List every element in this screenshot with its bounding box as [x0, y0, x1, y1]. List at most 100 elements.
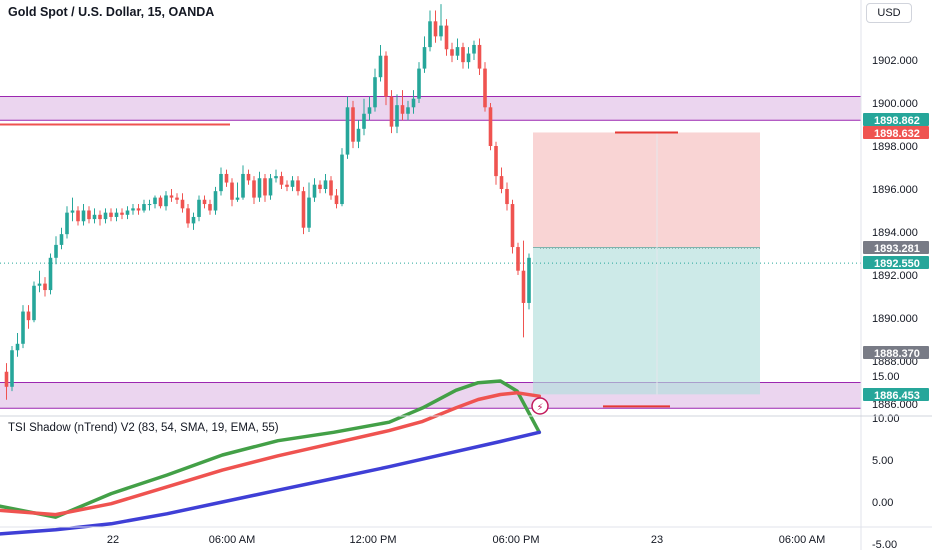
- time-tick-label: 23: [651, 534, 663, 546]
- candle-body: [257, 178, 262, 198]
- candle-body: [136, 208, 141, 211]
- price-label-text: 1893.281: [874, 243, 920, 255]
- candle: [268, 173, 273, 200]
- time-tick-label: 06:00 AM: [209, 534, 255, 546]
- price-tick-label: 1896.000: [872, 184, 918, 196]
- candle-body: [516, 247, 520, 271]
- candle: [488, 103, 493, 151]
- alert-marker: ⚡: [531, 397, 549, 415]
- price-tick-label: 1886.000: [872, 399, 918, 411]
- candle: [439, 4, 443, 41]
- time-tick-label: 22: [107, 534, 119, 546]
- candle: [301, 186, 306, 235]
- candle: [186, 204, 190, 228]
- currency-button[interactable]: USD: [866, 3, 912, 23]
- candle: [81, 204, 86, 226]
- candle: [400, 90, 405, 121]
- candle: [43, 277, 47, 297]
- candle: [109, 208, 113, 222]
- candle-body: [70, 210, 75, 213]
- candle: [345, 96, 350, 159]
- candle-body: [340, 154, 344, 205]
- candle-body: [92, 214, 97, 220]
- candle-body: [296, 180, 300, 192]
- candle: [87, 206, 91, 224]
- candle: [516, 242, 520, 275]
- candle-body: [54, 244, 58, 258]
- candle: [334, 189, 339, 209]
- candle: [356, 120, 361, 149]
- candle-body: [263, 178, 267, 196]
- candle-body: [268, 178, 273, 196]
- candle: [252, 176, 256, 205]
- candle-body: [125, 210, 130, 215]
- price-label: 1898.862: [863, 113, 929, 127]
- candle-body: [472, 44, 476, 54]
- candle-body: [191, 216, 196, 224]
- candle-body: [147, 204, 152, 206]
- candle: [510, 199, 515, 254]
- candle-body: [48, 257, 53, 291]
- price-label: 1888.370: [863, 346, 929, 360]
- symbol-title[interactable]: Gold Spot / U.S. Dollar, 15, OANDA: [8, 5, 215, 19]
- candle: [54, 236, 58, 265]
- candle-body: [213, 191, 218, 211]
- candle: [208, 199, 212, 215]
- candle-body: [246, 173, 251, 181]
- candle: [175, 193, 179, 205]
- candle-body: [406, 107, 410, 114]
- candle-body: [241, 173, 245, 198]
- candle-body: [37, 283, 42, 286]
- candle-body: [510, 204, 515, 248]
- candle: [48, 253, 53, 295]
- price-label-text: 1898.862: [874, 115, 920, 127]
- candle-body: [279, 176, 284, 185]
- candle-body: [318, 184, 322, 189]
- candle: [169, 189, 174, 202]
- candle: [307, 182, 311, 232]
- position-tool[interactable]: [533, 132, 760, 395]
- candle-body: [59, 234, 64, 245]
- candle: [191, 212, 196, 230]
- candle-body: [334, 195, 339, 205]
- candle: [246, 169, 251, 185]
- candle-body: [378, 55, 383, 78]
- candle-body: [208, 204, 212, 211]
- candle: [499, 167, 504, 194]
- candle: [373, 68, 377, 112]
- price-label-box: [863, 241, 929, 254]
- candle: [444, 19, 449, 56]
- candle-body: [444, 25, 449, 50]
- candle: [323, 173, 328, 194]
- candle-body: [499, 176, 504, 189]
- price-label: 1892.550: [863, 256, 929, 270]
- time-tick-label: 06:00 PM: [492, 534, 539, 546]
- candle: [15, 333, 20, 357]
- candle: [125, 206, 130, 220]
- candle-body: [4, 371, 9, 387]
- candle: [257, 171, 262, 202]
- candle-body: [103, 212, 108, 220]
- indicator-title[interactable]: TSI Shadow (nTrend) V2 (83, 54, SMA, 19,…: [8, 422, 279, 434]
- candle-body: [274, 176, 278, 179]
- candle-body: [285, 184, 289, 187]
- candle-body: [142, 204, 146, 211]
- candle: [329, 176, 333, 200]
- candle: [340, 148, 344, 207]
- candle: [450, 42, 454, 63]
- candle: [230, 178, 234, 207]
- time-axis: 22 06:00 AM 12:00 PM 06:00 PM 23 06:00 AM: [107, 534, 825, 546]
- price-tick-label: 1892.000: [872, 270, 918, 282]
- candle-body: [433, 21, 438, 37]
- candle: [136, 204, 141, 215]
- candle: [26, 305, 31, 329]
- candle: [433, 10, 438, 43]
- candle: [428, 10, 432, 52]
- candle: [472, 40, 476, 60]
- candle-body: [235, 197, 240, 200]
- candle-body: [312, 184, 317, 198]
- candle-body: [252, 180, 256, 198]
- candle: [164, 191, 168, 211]
